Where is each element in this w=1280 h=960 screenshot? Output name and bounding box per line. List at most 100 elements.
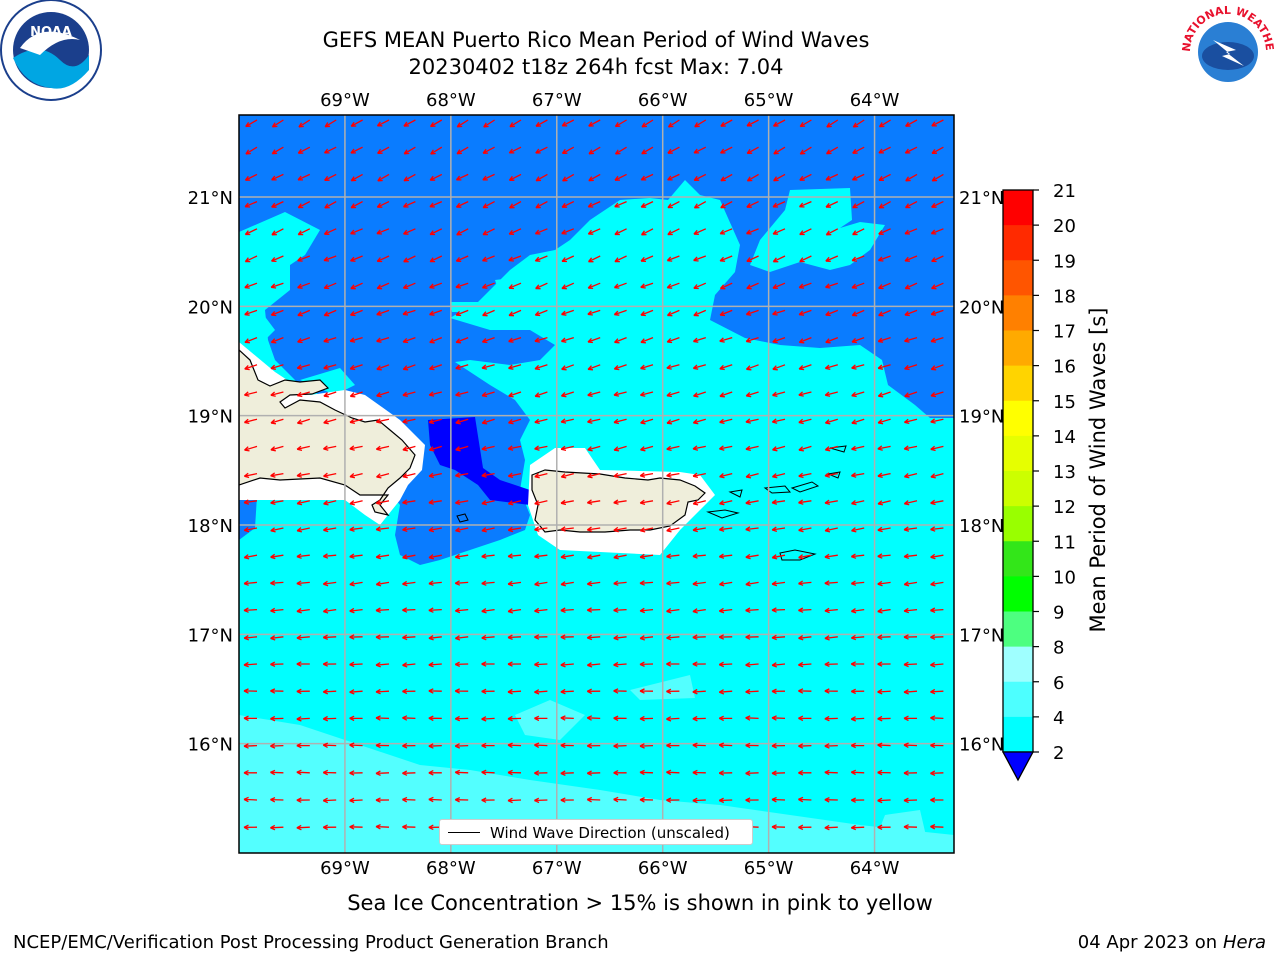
wind-wave-arrow [719,228,733,235]
wind-wave-arrow [692,418,706,425]
wind-wave-arrow [798,661,812,668]
wind-wave-arrow [666,391,680,398]
wind-wave-arrow [693,173,707,181]
wind-wave-arrow [296,742,310,749]
legend: Wind Wave Direction (unscaled) [439,819,753,845]
wind-wave-arrow [375,607,390,614]
wind-wave-arrow [375,662,390,668]
wind-wave-arrow [746,228,759,235]
wind-wave-arrow [428,418,442,425]
wind-wave-arrow [878,201,891,209]
wind-wave-arrow [481,797,495,803]
wind-wave-arrow [322,769,337,776]
wind-wave-arrow [402,418,416,424]
colorbar-segment [1003,541,1033,577]
wind-wave-arrow [296,634,310,641]
wind-wave-arrow [639,688,654,694]
wind-wave-arrow [455,527,469,533]
wind-wave-arrow [824,824,838,831]
wind-wave-arrow [878,282,891,290]
longitude-label: 69°W [320,858,370,879]
latitude-label: 16°N [188,735,233,756]
wind-wave-arrow [851,255,865,262]
wind-wave-arrow [693,201,707,209]
wind-wave-arrow [323,472,337,479]
wind-wave-arrow [429,201,443,208]
wind-wave-arrow [376,364,390,371]
wind-wave-arrow [930,418,944,424]
wind-wave-arrow [297,173,311,181]
wind-wave-arrow [877,634,891,640]
wind-wave-arrow [428,743,442,749]
wind-wave-arrow [349,689,363,695]
wind-wave-arrow [692,661,706,667]
wind-wave-arrow [375,445,390,452]
wind-wave-arrow [481,608,495,614]
wind-wave-arrow [429,282,443,289]
wind-wave-arrow [614,228,627,236]
wind-wave-arrow [349,715,363,722]
wind-wave-arrow [296,716,310,722]
wind-wave-arrow [798,796,812,803]
wind-wave-arrow [375,770,390,776]
wind-wave-arrow [718,607,733,614]
wind-wave-arrow [296,499,310,506]
wind-wave-arrow [666,527,680,533]
wind-wave-arrow [376,255,390,263]
wind-wave-arrow [509,119,522,128]
wind-wave-arrow [322,715,337,722]
wind-wave-arrow [825,336,839,344]
wind-wave-arrow [798,526,812,533]
wind-wave-arrow [692,769,706,776]
wind-wave-arrow [296,580,310,586]
wind-wave-arrow [375,634,390,640]
wind-wave-arrow [666,336,680,344]
wind-wave-arrow [297,228,311,236]
wind-wave-arrow [244,309,258,316]
wind-wave-arrow [613,391,627,397]
wind-wave-arrow [824,527,838,533]
wind-wave-arrow [243,743,258,749]
wind-wave-arrow [613,635,627,641]
longitude-label: 65°W [744,858,794,879]
wind-wave-arrow [798,607,812,613]
wind-wave-arrow [455,472,469,478]
wind-wave-arrow [429,119,443,128]
wind-wave-arrow [428,554,442,560]
colorbar-segment [1003,365,1033,402]
wind-wave-arrow [640,282,654,289]
wind-wave-arrow [614,201,627,208]
wind-wave-arrow [852,119,865,128]
wind-wave-arrow [376,336,390,343]
colorbar-segment [1003,330,1033,367]
wind-wave-arrow [350,255,363,262]
wind-wave-arrow [798,743,812,749]
wind-wave-arrow [534,715,548,722]
wind-wave-arrow [376,309,390,316]
wind-wave-arrow [483,119,495,128]
wind-wave-arrow [586,607,601,613]
wind-wave-arrow [322,634,337,641]
wind-wave-arrow [507,580,522,587]
wind-wave-arrow [402,662,416,668]
wind-wave-arrow [560,797,574,803]
wind-wave-arrow [270,797,284,803]
colorbar-segment [1003,681,1033,718]
wind-wave-arrow [403,201,416,208]
longitude-labels-top: 69°W 68°W 67°W 66°W 65°W 64°W [320,90,900,111]
wind-wave-arrow [376,391,390,398]
wind-wave-arrow [455,309,469,317]
wind-wave-arrow [877,769,891,776]
wind-wave-arrow [640,418,654,425]
wind-wave-arrow [719,336,733,343]
wind-wave-arrow [771,472,786,479]
wind-wave-arrow [534,770,548,776]
wind-wave-arrow [296,661,310,667]
wind-wave-arrow [824,391,838,397]
wind-wave-arrow [534,526,548,532]
wind-wave-arrow [904,282,918,290]
wind-wave-arrow [851,173,865,181]
wind-wave-arrow [375,688,390,695]
wind-wave-arrow [613,661,627,668]
wind-wave-arrow [666,608,680,614]
